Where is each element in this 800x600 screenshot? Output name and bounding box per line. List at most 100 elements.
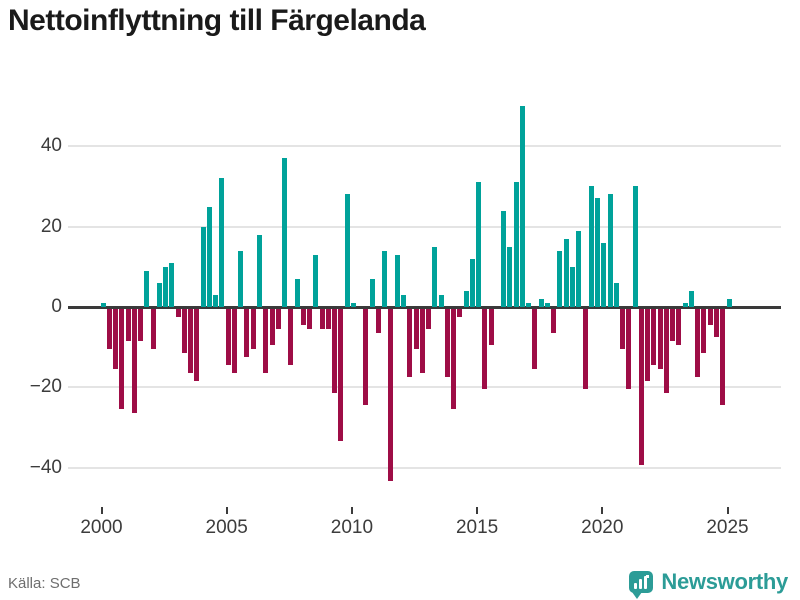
bar: [457, 308, 463, 317]
bar: [432, 246, 438, 307]
bar: [144, 270, 150, 307]
bar: [169, 262, 175, 307]
bar: [519, 106, 525, 307]
bar: [526, 302, 532, 307]
bar: [570, 266, 575, 307]
x-axis-tick: [350, 507, 353, 514]
bar: [426, 308, 432, 329]
x-axis-tick-label: 2005: [205, 517, 248, 538]
x-axis-tick: [726, 507, 729, 514]
bar: [125, 308, 131, 341]
bar: [269, 308, 275, 345]
bar: [588, 186, 594, 307]
bar: [113, 308, 119, 369]
y-axis-tick-label: 20: [40, 215, 62, 237]
bar: [382, 250, 388, 307]
x-axis-tick-label: 2000: [80, 517, 123, 538]
bar: [407, 308, 413, 377]
bar: [188, 308, 194, 373]
bar: [294, 278, 300, 307]
bar: [263, 308, 269, 373]
x-axis-tick: [601, 507, 604, 514]
bar: [100, 302, 106, 307]
bar: [206, 206, 212, 307]
bar: [476, 182, 482, 307]
bar: [350, 302, 356, 307]
bar: [682, 302, 688, 307]
bar: [225, 308, 231, 365]
bar: [532, 308, 538, 369]
x-axis-tick-label: 2025: [706, 517, 749, 538]
bar: [325, 308, 331, 329]
bar: [238, 250, 244, 307]
bar: [657, 308, 663, 369]
bar: [463, 290, 469, 307]
x-axis-tick: [476, 507, 479, 514]
bar: [307, 308, 313, 329]
bar: [451, 308, 457, 409]
bar: [701, 308, 707, 353]
bar: [156, 282, 162, 307]
bar: [300, 308, 306, 325]
newsworthy-wordmark: Newsworthy: [661, 569, 788, 594]
bar: [601, 242, 607, 307]
bar: [275, 308, 281, 329]
bar: [200, 226, 206, 307]
x-axis-tick-label: 2015: [455, 517, 499, 538]
bar: [244, 308, 250, 357]
newsworthy-logo[interactable]: Newsworthy: [629, 566, 788, 599]
bar: [131, 308, 137, 414]
bar: [400, 294, 406, 307]
x-axis-tick: [225, 507, 228, 514]
bar: [394, 254, 400, 307]
bar: [194, 308, 200, 381]
x-axis-tick: [100, 507, 103, 514]
bar: [419, 308, 425, 373]
bar: [213, 294, 219, 307]
bar: [282, 158, 288, 307]
bar: [138, 308, 144, 341]
bar: [544, 302, 550, 307]
bar: [707, 308, 713, 325]
zero-axis-line: [68, 305, 781, 309]
bar: [607, 194, 613, 307]
bar: [582, 308, 588, 389]
bar: [250, 308, 256, 349]
bar: [181, 308, 187, 353]
bar: [688, 290, 694, 307]
bar: [557, 250, 563, 307]
source-label: Källa: SCB: [8, 575, 81, 592]
bar: [551, 308, 557, 333]
bar: [313, 254, 319, 307]
bar: [163, 266, 169, 307]
bar: [175, 308, 181, 317]
bar: [488, 308, 494, 345]
y-axis-tick-label: 40: [40, 135, 62, 157]
bar: [720, 308, 726, 405]
bar: [676, 308, 682, 345]
bar: [507, 246, 513, 307]
bar: [501, 210, 507, 307]
y-axis-tick-label: −40: [29, 456, 62, 478]
bar: [369, 278, 375, 307]
bar: [563, 238, 569, 307]
bar: [413, 308, 419, 349]
bar: [663, 308, 669, 393]
bar: [595, 198, 601, 307]
bar: [713, 308, 719, 337]
bar: [344, 194, 350, 307]
bar: [231, 308, 237, 373]
bar: [288, 308, 294, 365]
bar: [632, 186, 638, 307]
x-axis-tick-label: 2020: [581, 517, 624, 538]
bar: [726, 298, 732, 307]
bar: [613, 282, 619, 307]
chart-title: Nettoinflyttning till Färgelanda: [8, 4, 426, 37]
y-axis-tick-label: 0: [51, 296, 62, 317]
bar: [150, 308, 156, 349]
bar: [538, 298, 544, 307]
bar: [106, 308, 112, 349]
bar: [332, 308, 338, 393]
bar: [338, 308, 344, 442]
bar: [645, 308, 651, 381]
